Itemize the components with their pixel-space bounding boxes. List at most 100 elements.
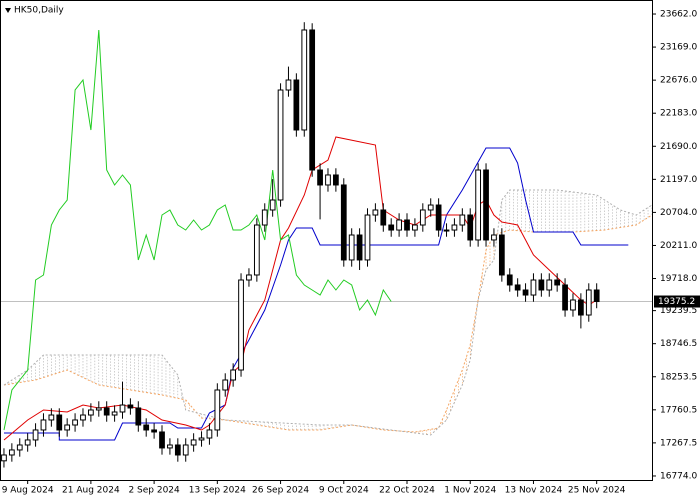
- y-tick-label: 20211.0: [660, 241, 697, 251]
- y-tick-label: 19718.0: [660, 274, 697, 284]
- y-tick-label: 18253.5: [660, 372, 697, 382]
- candle-body: [16, 444, 23, 451]
- candle-body: [388, 224, 395, 231]
- candle-body: [72, 419, 78, 426]
- y-tick-label: 19239.5: [660, 306, 697, 316]
- candle-body: [593, 289, 600, 303]
- candle-body: [32, 429, 39, 441]
- y-tick-label: 21197.0: [660, 175, 697, 185]
- candle-body: [451, 224, 458, 231]
- candle-body: [435, 204, 442, 231]
- candle-body: [467, 214, 474, 241]
- candle-body: [159, 431, 165, 449]
- candle-body: [119, 404, 126, 413]
- x-tick-label: 21 Aug 2024: [62, 486, 120, 496]
- candle-body: [40, 419, 47, 431]
- candle-body: [340, 184, 347, 261]
- candle-body: [356, 234, 363, 261]
- candle-body: [246, 274, 252, 281]
- candle-body: [230, 369, 237, 381]
- candle-body: [554, 279, 561, 286]
- candle-body: [269, 199, 276, 211]
- x-tick-label: 9 Oct 2024: [319, 486, 369, 496]
- candle-body: [8, 449, 15, 456]
- plot-area: [0, 22, 653, 468]
- indicator-line: [3, 189, 653, 436]
- candle-body: [372, 209, 379, 216]
- candle-body: [48, 414, 55, 421]
- candle-body: [530, 279, 537, 296]
- candle-body: [56, 414, 63, 431]
- candle-body: [95, 407, 102, 411]
- candle-body: [64, 424, 71, 431]
- candle-body: [459, 214, 466, 226]
- candle-body: [143, 424, 150, 431]
- candle-body: [522, 289, 529, 296]
- candle-body: [514, 284, 521, 291]
- candle-body: [317, 169, 323, 186]
- y-tick-label: 17760.5: [660, 405, 697, 415]
- candle-body: [348, 234, 355, 261]
- indicator-line: [4, 147, 629, 441]
- candle-body: [301, 29, 308, 131]
- candle-body: [151, 429, 157, 433]
- candle-body: [167, 444, 173, 449]
- y-tick-label: 22183.0: [660, 109, 697, 119]
- x-tick-label: 25 Nov 2024: [568, 486, 626, 496]
- candle-body: [88, 409, 94, 416]
- y-tick-label: 22676.0: [660, 76, 697, 86]
- candle-body: [562, 284, 568, 311]
- candle-body: [127, 404, 134, 409]
- x-tick-label: 13 Nov 2024: [505, 486, 563, 496]
- candle-body: [174, 444, 181, 456]
- candle-body: [293, 79, 300, 131]
- indicator-line: [3, 136, 597, 441]
- candle-body: [198, 437, 205, 441]
- candle-body: [546, 279, 553, 291]
- candle-body: [570, 299, 576, 311]
- x-tick-label: 22 Oct 2024: [379, 486, 435, 496]
- candle-body: [427, 204, 434, 211]
- candle-body: [419, 209, 426, 226]
- y-tick-label: 20704.0: [660, 208, 697, 218]
- candle-body: [309, 29, 316, 171]
- candle-body: [103, 407, 110, 416]
- candle-body: [585, 289, 592, 316]
- y-tick-label: 16774.0: [660, 471, 697, 481]
- candle-body: [238, 279, 244, 371]
- candle-body: [1, 454, 7, 462]
- candle-body: [277, 89, 284, 201]
- candle-body: [578, 299, 584, 316]
- x-tick-label: 1 Nov 2024: [444, 486, 496, 496]
- plot-frame: [0, 0, 653, 481]
- menu-icon[interactable]: [5, 8, 11, 13]
- candle-body: [190, 439, 197, 446]
- x-tick-label: 2 Sep 2024: [128, 486, 180, 496]
- y-tick-label: 23169.0: [660, 43, 697, 53]
- candle-body: [498, 234, 505, 276]
- y-tick-label: 18746.5: [660, 339, 697, 349]
- candle-body: [80, 414, 86, 421]
- candle-body: [364, 214, 371, 261]
- candle-body: [404, 219, 410, 231]
- indicator-line: [3, 214, 653, 433]
- candle-body: [206, 429, 213, 439]
- y-tick-label: 23662.0: [660, 10, 697, 20]
- candle-body: [24, 439, 31, 446]
- candle-body: [491, 234, 497, 241]
- x-tick-label: 13 Sep 2024: [189, 486, 246, 496]
- candle-body: [135, 407, 142, 426]
- last-price-tag: [654, 295, 700, 308]
- candle-body: [396, 219, 402, 231]
- candle-body: [111, 411, 118, 416]
- candle-body: [214, 389, 221, 431]
- candle-body: [182, 444, 189, 456]
- x-tick-label: 26 Sep 2024: [252, 486, 309, 496]
- candle-body: [253, 224, 260, 276]
- candle-body: [222, 379, 229, 391]
- y-tick-label: 21690.0: [660, 142, 697, 152]
- candle-body: [333, 174, 339, 186]
- candle-body: [380, 209, 387, 226]
- indicator-line: [3, 29, 392, 431]
